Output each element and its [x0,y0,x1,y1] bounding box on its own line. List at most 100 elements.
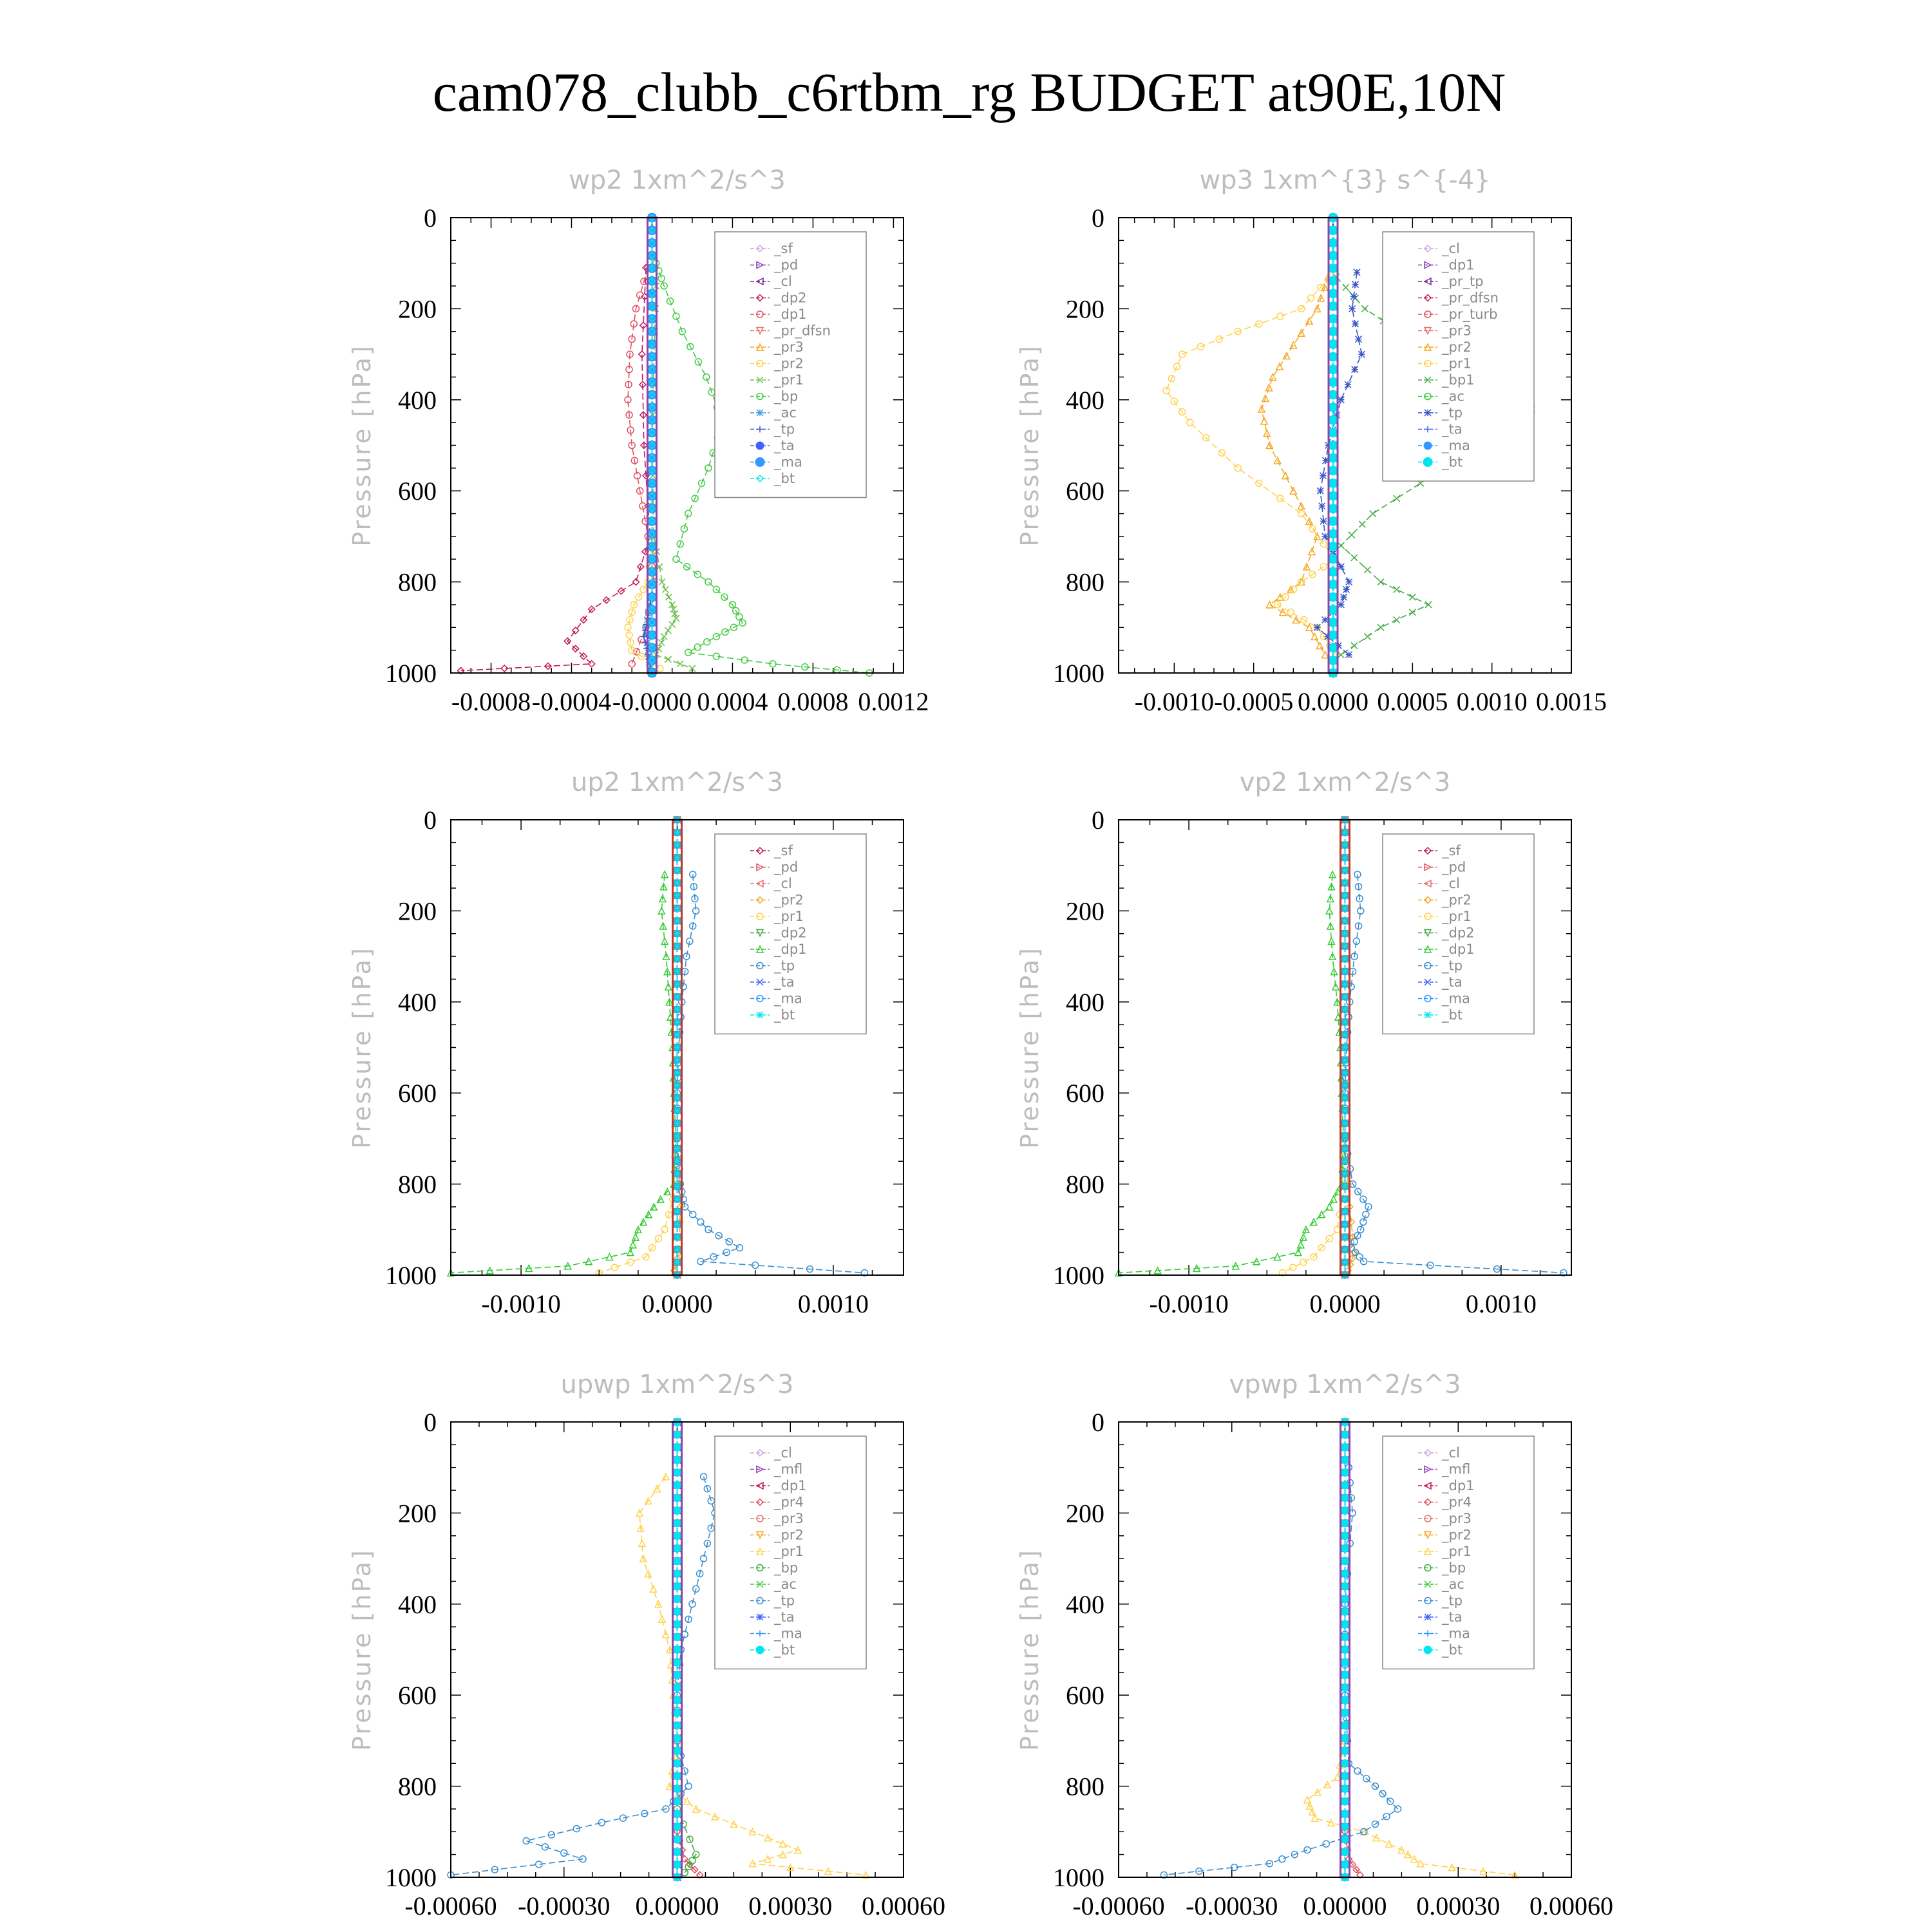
legend-label: _pd [773,258,798,274]
series-marker [1356,907,1365,915]
legend-label: _tp [773,422,795,438]
legend-label: _ac [1441,389,1464,405]
series-marker [1341,1519,1349,1528]
series-marker [1328,365,1338,375]
axis-ticks [450,1421,904,1878]
series-marker [1354,336,1363,343]
legend-marker [755,1531,764,1540]
series-marker [703,1539,712,1548]
series-marker [1341,1043,1349,1052]
legend-label: _pr3 [1441,1511,1472,1527]
series-marker [1318,502,1326,510]
series-marker [1257,404,1266,413]
series-marker [1341,1119,1349,1127]
series-marker [648,378,656,386]
series-marker [1343,1028,1352,1036]
series-marker [673,1056,681,1064]
series-marker [648,289,656,298]
series-marker [598,1819,606,1826]
legend-marker [755,1448,764,1457]
series-marker [673,1132,681,1140]
series-marker [673,829,681,837]
y-tick-label: 0 [424,1408,437,1437]
series-marker [1282,351,1291,360]
series-marker [1316,487,1324,495]
series-marker [628,335,636,343]
series-marker [1186,419,1194,426]
series-marker [624,623,632,632]
y-axis-label: Pressure [hPa] [1016,344,1044,547]
series-marker [697,479,706,488]
series-marker [1300,616,1308,624]
series-marker [697,1218,705,1226]
legend-label: _pr_turb [1441,307,1497,323]
series-marker [673,955,681,963]
series-marker [673,1747,681,1756]
series-marker [1252,1257,1261,1265]
series-marker [673,1182,681,1191]
series-marker [1341,829,1349,837]
series-marker [644,1496,652,1505]
y-tick-label: 800 [1066,568,1104,597]
legend-marker [1424,261,1432,269]
series-marker [1328,592,1338,602]
series-marker [671,610,679,618]
series-marker [688,1210,697,1218]
series-group [447,1417,870,1882]
y-tick-label: 600 [1066,1681,1104,1710]
series-marker [1341,993,1349,1001]
series-marker [648,656,656,665]
series-marker [659,882,668,891]
legend-label: _bp [773,1560,798,1577]
x-tick-label: -0.00030 [1186,1891,1278,1920]
legend-marker [756,376,764,384]
series-marker [639,411,647,419]
series-marker [1350,952,1358,960]
series-marker [630,457,639,464]
series-marker [735,1244,744,1252]
series-marker [663,1187,672,1196]
series-line-pr1 [1166,276,1337,656]
series-marker [1294,1247,1302,1256]
x-tick-label: 0.00060 [1530,1891,1613,1920]
series-marker [1265,600,1274,609]
series-marker [1178,350,1186,358]
legend-marker [756,1011,764,1019]
series-marker [692,1850,700,1859]
series-marker [1202,433,1210,442]
series-marker [673,1848,681,1857]
series-marker [1365,1203,1372,1211]
series-marker [703,373,710,381]
series-marker [673,854,681,862]
chart-panel-6: vpwp 1xm^2/s^3 Pressure [hPa] 0 200 400 600 80… [1016,1370,1613,1920]
series-marker [1393,495,1401,502]
series-marker [648,390,656,399]
legend-marker [1424,310,1432,318]
series-marker [1341,1835,1349,1844]
series-marker [1299,1233,1308,1241]
series-marker [1341,1018,1349,1026]
legend-marker [1424,1596,1432,1605]
series-marker [1153,1266,1162,1274]
x-tick-label: 0.0012 [858,687,929,716]
series-marker [1341,1860,1349,1869]
series-marker [626,1247,634,1256]
series-marker [1393,585,1401,593]
legend-marker [755,327,764,336]
series-marker [1341,1683,1349,1692]
series-marker [1387,1797,1394,1805]
series-marker [648,631,656,639]
series-marker [1479,1866,1488,1875]
series-marker [1261,393,1269,402]
series-marker [1302,1225,1311,1234]
x-tick-label: -0.0005 [1214,687,1293,716]
legend-marker [1424,863,1432,871]
series-marker [1316,641,1324,650]
series-marker [1341,1081,1349,1089]
series-line-dp2 [460,267,651,672]
series-marker [1341,1848,1349,1857]
series-marker [1351,366,1359,374]
legend-label: _pr2 [773,893,804,909]
legend-marker [755,277,764,286]
series-marker [636,291,644,299]
